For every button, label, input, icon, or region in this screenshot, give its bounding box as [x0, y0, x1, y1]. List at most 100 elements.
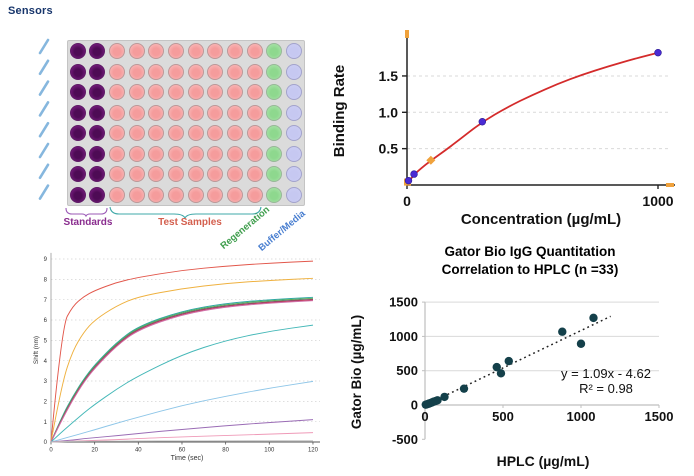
- plate-well-sample: [187, 186, 204, 203]
- plate-well-standard: [89, 166, 106, 183]
- plate-well-sample: [187, 84, 204, 101]
- plate-well-sample: [128, 145, 145, 162]
- sensor-tips-icon: [38, 38, 50, 200]
- plate-well-sample: [227, 43, 244, 60]
- binding-plot: 0.5 1.0 1.5 0 1000 Binding Rate Concentration …: [331, 30, 675, 228]
- svg-text:Shift (nm): Shift (nm): [33, 336, 40, 364]
- trendline-equation: y = 1.09x - 4.62: [561, 366, 651, 381]
- plate-well-sample: [148, 43, 165, 60]
- plate-well-sample: [207, 84, 224, 101]
- plate-well-buffer: [286, 186, 303, 203]
- kinetics-curve: [50, 277, 314, 443]
- plate-well-sample: [227, 186, 244, 203]
- plate-well-sample: [148, 166, 165, 183]
- trendline: [424, 315, 611, 406]
- kinetics-curve: [50, 297, 314, 443]
- plate-well-sample: [128, 104, 145, 121]
- sensor-tip-icon: [38, 142, 50, 159]
- svg-text:1500: 1500: [645, 409, 674, 424]
- plate-well-sample: [148, 84, 165, 101]
- microplate: [67, 40, 305, 206]
- plate-well-sample: [109, 43, 126, 60]
- correlation-title-line2: Correlation to HPLC (n =33): [441, 262, 619, 277]
- plate-well-standard: [69, 63, 86, 80]
- plate-well-sample: [227, 166, 244, 183]
- svg-text:1.5: 1.5: [379, 68, 399, 84]
- kinetics-shift-chart: 0 1 2 3 4 5 6 7 8 9 0 20 40 60 80 100 120 Shift (nm) Time …: [33, 252, 320, 462]
- binding-point: [654, 48, 662, 57]
- kinetics-curve: [50, 324, 314, 443]
- plate-well-sample: [109, 104, 126, 121]
- plate-well-sample: [246, 63, 263, 80]
- binding-curve: [406, 51, 659, 185]
- svg-text:40: 40: [135, 448, 142, 454]
- sensor-tip-icon: [38, 80, 50, 96]
- svg-text:0: 0: [44, 440, 48, 446]
- sensor-tip-icon: [38, 59, 50, 76]
- test-samples-brace: [109, 206, 262, 220]
- plate-well-buffer: [286, 125, 303, 142]
- svg-text:0: 0: [49, 448, 53, 454]
- plate-well-sample: [246, 186, 263, 203]
- plate-well-sample: [207, 145, 224, 162]
- plate-well-buffer: [286, 63, 303, 80]
- plate-well-sample: [207, 166, 224, 183]
- binding-rate-chart: 0.5 1.0 1.5 0 1000 Binding Rate Concentration …: [331, 30, 675, 228]
- plate-well-regeneration: [266, 84, 283, 101]
- sensors-label: Sensors: [8, 5, 53, 17]
- correlation-title: Gator Bio IgG Quantitation Correlation t…: [375, 243, 685, 279]
- binding-point: [410, 170, 418, 178]
- svg-text:4: 4: [44, 359, 48, 365]
- plate-well-sample: [109, 186, 126, 203]
- plate-well-sample: [128, 166, 145, 183]
- svg-text:1: 1: [44, 420, 48, 426]
- plate-well-sample: [148, 104, 165, 121]
- plate-well-sample: [109, 145, 126, 162]
- plate-well-sample: [227, 145, 244, 162]
- svg-text:20: 20: [91, 448, 98, 454]
- plate-well-sample: [246, 145, 263, 162]
- plate-well-sample: [128, 63, 145, 80]
- correlation-point: [558, 327, 567, 336]
- plate-well-sample: [246, 84, 263, 101]
- plate-well-sample: [128, 43, 145, 60]
- plate-well-sample: [109, 63, 126, 80]
- svg-text:7: 7: [44, 298, 48, 304]
- plate-well-sample: [109, 84, 126, 101]
- plate-well-standard: [69, 125, 86, 142]
- plate-well-regeneration: [266, 104, 283, 121]
- standards-label: Standards: [63, 217, 113, 228]
- correlation-point: [459, 384, 469, 393]
- svg-text:100: 100: [264, 448, 275, 454]
- plate-well-regeneration: [266, 186, 283, 203]
- correlation-point: [440, 392, 449, 402]
- plate-well-sample: [148, 145, 165, 162]
- kinetics-curve: [50, 260, 314, 443]
- svg-text:1000: 1000: [389, 329, 418, 344]
- correlation-point: [504, 356, 513, 366]
- plate-well-regeneration: [266, 63, 283, 80]
- plate-well-sample: [128, 186, 145, 203]
- plate-well-sample: [148, 125, 165, 142]
- svg-text:80: 80: [222, 448, 229, 454]
- svg-text:3: 3: [44, 379, 48, 385]
- svg-text:120: 120: [308, 448, 319, 454]
- svg-text:500: 500: [492, 409, 514, 424]
- plate-well-standard: [89, 125, 106, 142]
- plate-well-sample: [128, 84, 145, 101]
- plate-well-sample: [246, 166, 263, 183]
- svg-text:2: 2: [44, 400, 48, 406]
- plate-well-sample: [168, 125, 185, 142]
- svg-text:1500: 1500: [389, 295, 418, 310]
- svg-text:9: 9: [44, 257, 48, 263]
- svg-text:500: 500: [396, 363, 418, 378]
- correlation-point: [576, 339, 586, 348]
- svg-text:5: 5: [44, 339, 48, 345]
- svg-text:6: 6: [44, 318, 48, 324]
- test-samples-label: Test Samples: [158, 217, 222, 228]
- plate-well-sample: [148, 63, 165, 80]
- correlation-point: [433, 396, 442, 405]
- plate-well-sample: [128, 125, 145, 142]
